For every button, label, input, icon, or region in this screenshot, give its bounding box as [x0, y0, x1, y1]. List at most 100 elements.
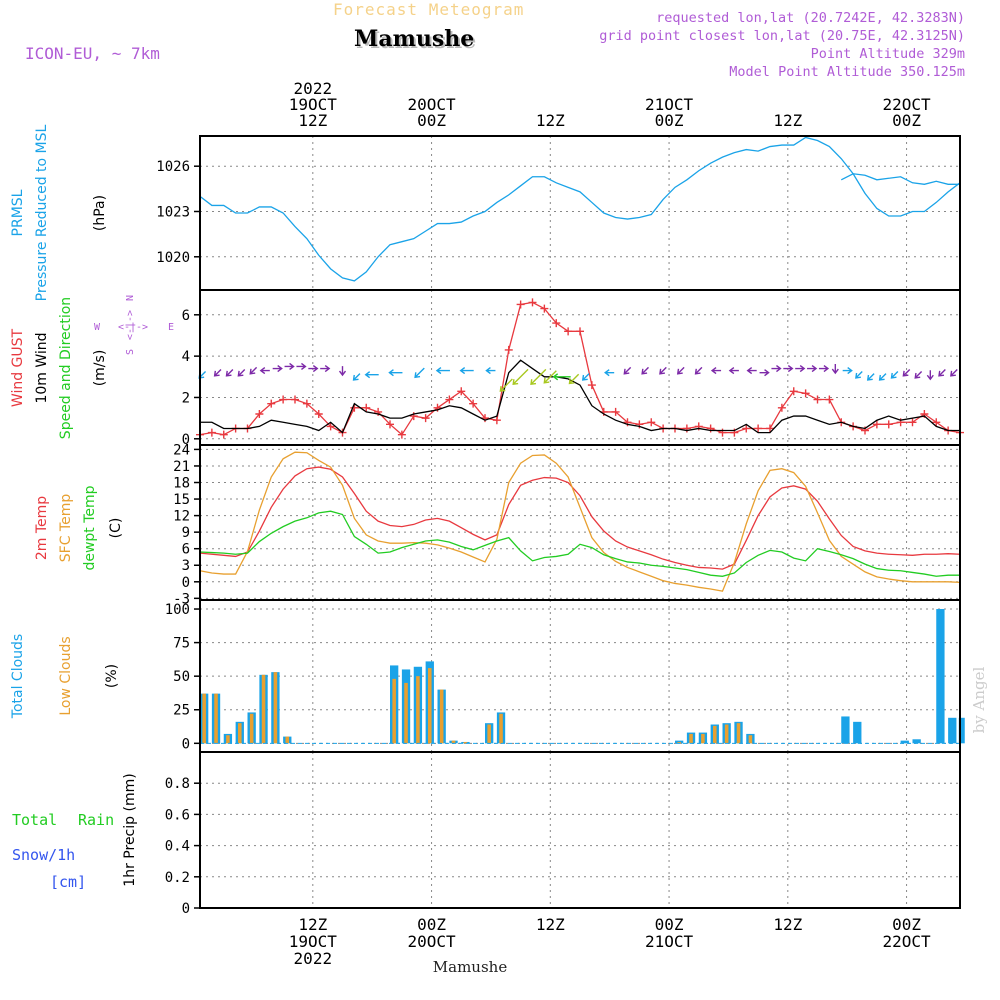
wind-direction-arrow — [694, 366, 703, 375]
credit: by Angel — [970, 666, 988, 733]
wind-direction-arrow — [795, 364, 806, 373]
wind-direction-arrow — [352, 373, 361, 381]
low-clouds-bar — [404, 682, 408, 744]
wind-direction-arrow — [414, 367, 425, 379]
wind-direction-arrow — [831, 364, 839, 375]
gust-marker — [516, 300, 525, 309]
low-clouds-bar — [238, 723, 242, 744]
gust-marker — [813, 395, 822, 404]
low-clouds-bar — [724, 724, 729, 744]
gust-marker — [777, 403, 786, 412]
low-clouds-bar — [451, 740, 456, 744]
low-clouds-bar — [261, 674, 266, 744]
wind-direction-arrow — [485, 367, 496, 375]
gust-marker — [552, 319, 561, 328]
wind-direction-arrow — [388, 369, 403, 377]
gust-marker — [908, 418, 917, 427]
y-tick-label: 100 — [165, 602, 190, 618]
y-tick-label: 50 — [173, 669, 190, 685]
gust-marker — [742, 424, 751, 433]
wind-direction-arrow — [771, 364, 782, 373]
requested-coordinates: requested lon,lat (20.7242E, 42.3283N) — [656, 10, 965, 26]
wind-direction-arrow — [308, 364, 319, 373]
wind-direction-arrow — [213, 368, 222, 377]
low-clouds-bar — [285, 736, 290, 744]
top-time-label: 12Z — [773, 111, 802, 130]
wind-direction-arrow — [818, 364, 830, 373]
gust-marker — [421, 414, 430, 423]
wind-direction-arrow — [710, 367, 722, 375]
gust-marker — [302, 399, 311, 408]
bottom-time-label: 00Z — [417, 915, 446, 934]
y-axis-label: 1hr Precip (mm) — [122, 773, 138, 886]
wind-direction-arrow — [783, 364, 794, 373]
gust-marker — [647, 418, 656, 427]
y-tick-label: 0.2 — [165, 870, 190, 886]
bottom-time-label: 12Z — [298, 915, 327, 934]
gust-marker — [576, 327, 584, 336]
gust-marker — [754, 424, 763, 433]
y-tick-label: 1020 — [156, 250, 190, 266]
y-tick-label: 1023 — [156, 204, 190, 220]
wind-direction-arrow — [338, 366, 347, 377]
gust-marker — [291, 395, 299, 404]
dewpt-label: dewpt Temp — [82, 485, 98, 570]
compass-arrows-h: <-|-> — [118, 322, 148, 333]
wind-direction-arrow — [807, 364, 818, 373]
gust-marker — [219, 430, 228, 439]
compass-s: S — [125, 349, 136, 355]
y-tick-label: 0 — [182, 575, 190, 591]
y-tick-label: 0 — [182, 432, 190, 448]
y-axis-label: (m/s) — [92, 350, 108, 387]
gust-marker — [789, 387, 798, 396]
wind-direction-arrow — [842, 367, 853, 375]
top-time-label: 00Z — [417, 111, 446, 130]
wind-direction-arrow — [676, 366, 685, 375]
y-tick-label: 6 — [182, 542, 190, 558]
bottom-time-label: 2022 — [294, 949, 333, 968]
gust-marker — [528, 298, 537, 307]
top-time-label: 00Z — [892, 111, 921, 130]
wind-direction-arrow — [902, 368, 911, 377]
low-clouds-bar — [713, 725, 717, 744]
low-clouds-bar — [202, 693, 206, 744]
grid-point-coordinates: grid point closest lon,lat (20.75E, 42.3… — [599, 28, 965, 44]
wind-direction-arrow — [746, 367, 757, 375]
snow-label: Snow/1h — [12, 846, 75, 864]
top-time-label: 2022 — [294, 79, 333, 98]
gust-marker — [564, 327, 573, 336]
gust-marker — [362, 403, 371, 412]
bottom-time-label: 21OCT — [645, 932, 694, 951]
wind-direction-arrow — [459, 367, 474, 375]
low-clouds-bar — [689, 733, 693, 744]
gust-marker — [207, 428, 216, 437]
gust-marker — [932, 418, 941, 427]
y-tick-label: 9 — [182, 525, 190, 541]
y-tick-label: 18 — [173, 476, 190, 492]
gust-marker — [884, 420, 893, 429]
wind-direction-arrow — [272, 364, 283, 373]
top-time-label: 20OCT — [407, 95, 456, 114]
y-tick-label: 15 — [173, 492, 190, 508]
y-tick-label: 21 — [173, 459, 190, 475]
low-clouds-bar — [273, 672, 278, 744]
wind-direction-arrow — [320, 364, 331, 373]
compass-arrows: <-|-> — [125, 310, 136, 340]
low-clouds-bar — [736, 723, 741, 744]
low-clouds-bar — [416, 676, 420, 744]
gust-marker — [279, 395, 288, 404]
gust-marker — [267, 399, 276, 408]
low-clouds-bar — [392, 678, 396, 744]
low-clouds-bar — [214, 693, 218, 744]
y-tick-label: 0 — [182, 901, 190, 917]
top-time-label: 19OCT — [289, 95, 338, 114]
y-tick-label: -3 — [173, 591, 190, 607]
gust-marker — [469, 399, 478, 408]
compass-e: E — [168, 322, 174, 333]
total-clouds-bar — [958, 717, 965, 744]
total-clouds-bar — [841, 716, 850, 744]
low-clouds-bar — [463, 741, 468, 744]
total-clouds-bar — [853, 721, 862, 744]
series-line — [199, 510, 960, 577]
y-tick-label: 0.6 — [165, 807, 190, 823]
